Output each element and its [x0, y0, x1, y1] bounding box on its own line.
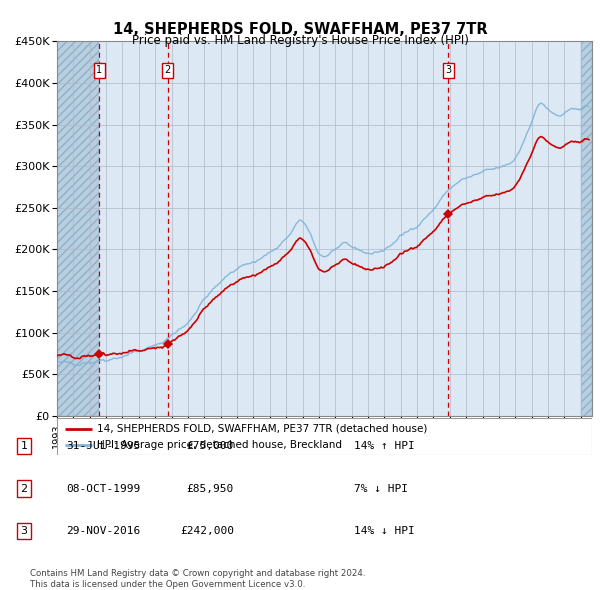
Text: 31-JUL-1995: 31-JUL-1995	[66, 441, 140, 451]
Text: £75,000: £75,000	[187, 441, 234, 451]
Text: 2: 2	[164, 65, 171, 76]
Text: 1: 1	[96, 65, 102, 76]
Text: £85,950: £85,950	[187, 484, 234, 493]
Text: HPI: Average price, detached house, Breckland: HPI: Average price, detached house, Brec…	[97, 440, 342, 450]
Bar	[57, 41, 99, 416]
Text: Contains HM Land Registry data © Crown copyright and database right 2024.
This d: Contains HM Land Registry data © Crown c…	[30, 569, 365, 589]
Text: 3: 3	[445, 65, 451, 76]
Text: 14% ↑ HPI: 14% ↑ HPI	[354, 441, 415, 451]
Text: 29-NOV-2016: 29-NOV-2016	[66, 526, 140, 536]
Text: 3: 3	[20, 526, 28, 536]
Text: £242,000: £242,000	[180, 526, 234, 536]
Text: 14, SHEPHERDS FOLD, SWAFFHAM, PE37 7TR (detached house): 14, SHEPHERDS FOLD, SWAFFHAM, PE37 7TR (…	[97, 424, 428, 434]
Text: Price paid vs. HM Land Registry's House Price Index (HPI): Price paid vs. HM Land Registry's House …	[131, 34, 469, 47]
Text: 14, SHEPHERDS FOLD, SWAFFHAM, PE37 7TR: 14, SHEPHERDS FOLD, SWAFFHAM, PE37 7TR	[113, 22, 487, 37]
Text: 7% ↓ HPI: 7% ↓ HPI	[354, 484, 408, 493]
Text: 2: 2	[20, 484, 28, 493]
Text: 08-OCT-1999: 08-OCT-1999	[66, 484, 140, 493]
Bar	[581, 41, 592, 416]
Text: 14% ↓ HPI: 14% ↓ HPI	[354, 526, 415, 536]
Text: 1: 1	[20, 441, 28, 451]
